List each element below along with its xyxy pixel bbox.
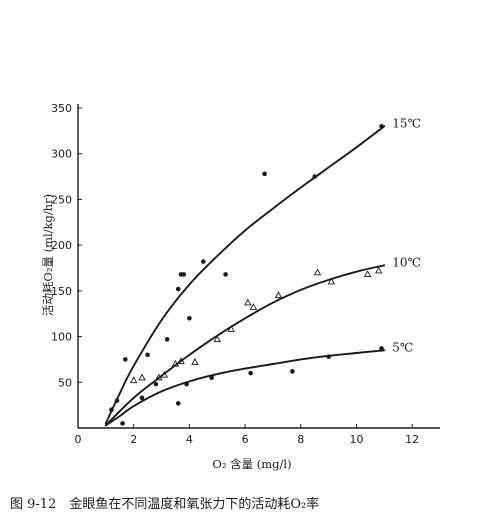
data-point-dot [379, 123, 384, 129]
y-tick-label: 250 [51, 193, 72, 206]
curve-labels: 15℃ 10℃ 5℃ [392, 116, 421, 354]
curve-label: 5℃ [392, 340, 413, 354]
y-tick-label: 50 [58, 376, 72, 389]
data-point-triangle [177, 357, 185, 364]
data-point-triangle [129, 376, 138, 384]
data-point-triangle [244, 298, 252, 306]
data-point-dot [223, 272, 228, 277]
x-tick-label: 0 [75, 433, 82, 446]
data-point-triangle [227, 325, 235, 332]
data-point-dot [153, 381, 159, 387]
data-point-triangle [191, 358, 199, 365]
y-tick-label: 200 [51, 239, 72, 252]
x-tick-label: 4 [186, 433, 193, 446]
data-point-dot [175, 401, 181, 406]
tick-group: 0 2 4 6 8 10 12 50 100 150 200 250 300 350 [51, 102, 419, 446]
fit-curve [104, 125, 386, 425]
data-point-triangle [374, 266, 383, 274]
y-tick-label: 150 [51, 285, 72, 298]
y-tick-label: 300 [51, 148, 72, 161]
data-point-dot [379, 346, 384, 351]
data-point-dot [109, 407, 114, 413]
data-point-dot [262, 171, 267, 177]
data-point-dot [181, 272, 187, 277]
data-point-dot [184, 381, 189, 387]
data-point-triangle [154, 373, 163, 381]
fit-curve [104, 264, 386, 427]
data-point-triangle [138, 373, 146, 381]
data-point-triangle [363, 270, 372, 278]
x-axis-label: O₂ 含量 (mg/l) [212, 457, 291, 471]
data-point-triangle [213, 335, 221, 342]
data-point-triangle [249, 303, 258, 310]
x-tick-label: 8 [297, 433, 304, 446]
data-point-triangle [313, 268, 322, 276]
curve-label: 10℃ [392, 255, 421, 269]
data-point-dot [248, 370, 253, 376]
data-point-dot [120, 421, 125, 426]
fit-curve [104, 349, 386, 427]
fitted-curves [104, 125, 386, 427]
y-tick-label: 350 [51, 102, 72, 115]
x-tick-label: 6 [242, 433, 249, 446]
x-tick-label: 10 [349, 433, 363, 446]
x-tick-label: 12 [405, 433, 419, 446]
data-points [109, 123, 384, 426]
data-point-dot [123, 357, 128, 362]
data-point-dot [312, 174, 317, 179]
data-point-triangle [160, 370, 169, 378]
figure-caption: 图 9-12 金眼鱼在不同温度和氧张力下的活动耗O₂率 [10, 496, 319, 512]
data-point-dot [175, 286, 181, 292]
data-point-triangle [274, 291, 283, 299]
data-point-dot [139, 395, 145, 401]
data-point-dot [164, 337, 170, 342]
data-point-dot [114, 398, 120, 403]
data-point-dot [145, 352, 150, 358]
data-point-triangle [327, 277, 336, 285]
data-point-dot [187, 315, 192, 321]
plot-area: 0 2 4 6 8 10 12 50 100 150 200 250 300 350 15℃ 10℃ 5℃ [51, 102, 440, 446]
data-point-triangle [171, 359, 180, 367]
data-point-dot [201, 259, 206, 264]
data-point-dot [209, 375, 214, 381]
y-axis-label: 活动耗O₂量 (ml/kg/hr) [41, 194, 55, 316]
data-point-dot [326, 354, 331, 359]
y-tick-label: 100 [51, 331, 72, 344]
curve-label: 15℃ [392, 116, 421, 130]
data-point-dot [290, 369, 295, 374]
x-tick-label: 2 [130, 433, 137, 446]
